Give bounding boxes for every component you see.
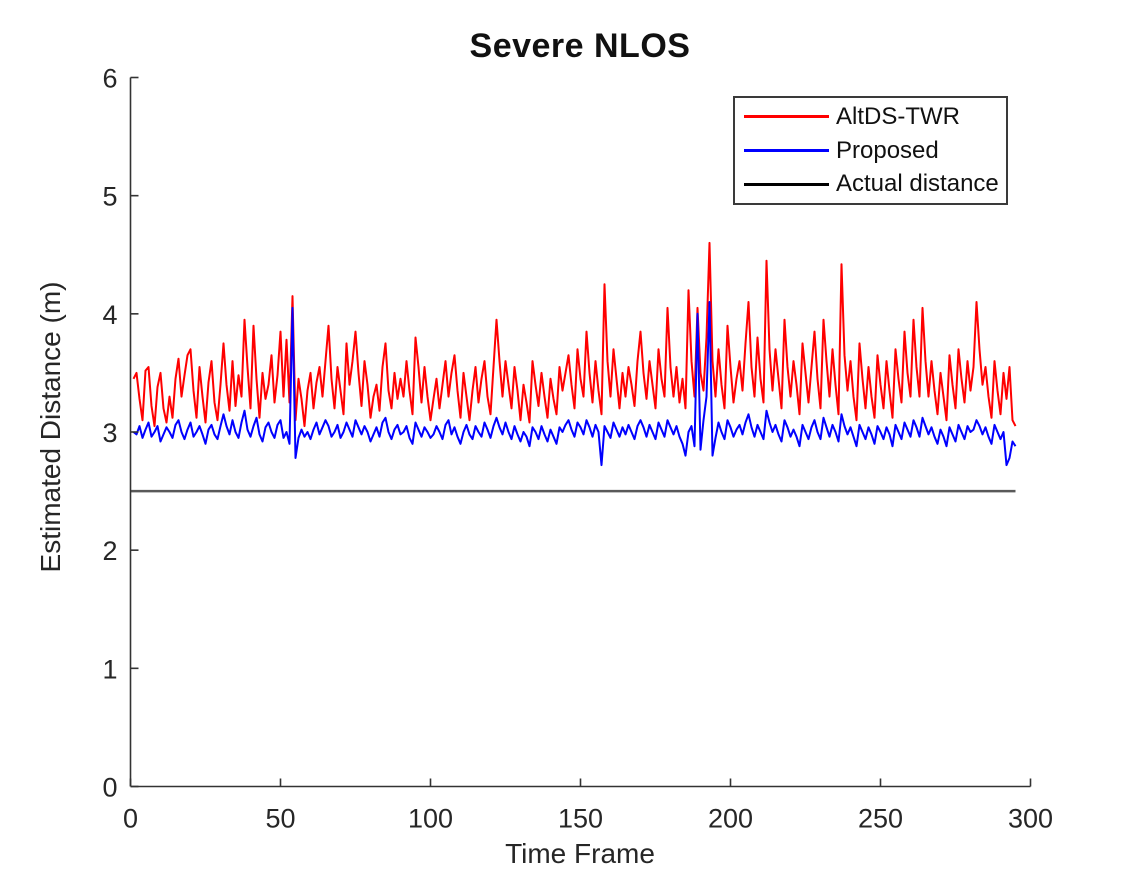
legend-line-sample-proposed: [744, 149, 829, 152]
x-tick-label: 150: [558, 804, 603, 834]
y-tick-label: 0: [102, 773, 117, 803]
x-tick-label: 100: [408, 804, 453, 834]
y-tick-label: 3: [102, 418, 117, 448]
legend-box: AltDS-TWR Proposed Actual distance: [733, 96, 1008, 205]
x-axis-label: Time Frame: [505, 838, 655, 869]
x-tick-label: 200: [708, 804, 753, 834]
legend-item-proposed: Proposed: [735, 134, 1006, 168]
legend-label-proposed: Proposed: [836, 136, 939, 164]
legend-label-altds-twr: AltDS-TWR: [836, 102, 960, 130]
x-tick-label: 50: [265, 804, 295, 834]
chart-title: Severe NLOS: [469, 27, 691, 65]
y-tick-label: 1: [102, 654, 117, 684]
y-axis-label-text: Estimated Distance (m): [35, 281, 66, 573]
x-tick-label: 250: [858, 804, 903, 834]
legend-line-sample-altds-twr: [744, 115, 829, 119]
series-altds-twr: [132, 241, 1017, 428]
series-proposed: [132, 301, 1017, 467]
legend-line-sample-actual-distance: [744, 182, 829, 186]
y-tick-label: 2: [102, 536, 117, 566]
y-tick-label: 6: [102, 64, 117, 94]
legend-item-altds-twr: AltDS-TWR: [735, 100, 1006, 134]
x-tick-label: 300: [1008, 804, 1053, 834]
x-tick-label: 0: [123, 804, 138, 834]
y-tick-label: 4: [102, 300, 117, 330]
legend-item-actual-distance: Actual distance: [735, 167, 1006, 201]
legend-label-actual-distance: Actual distance: [836, 170, 999, 198]
y-tick-label: 5: [102, 182, 117, 212]
